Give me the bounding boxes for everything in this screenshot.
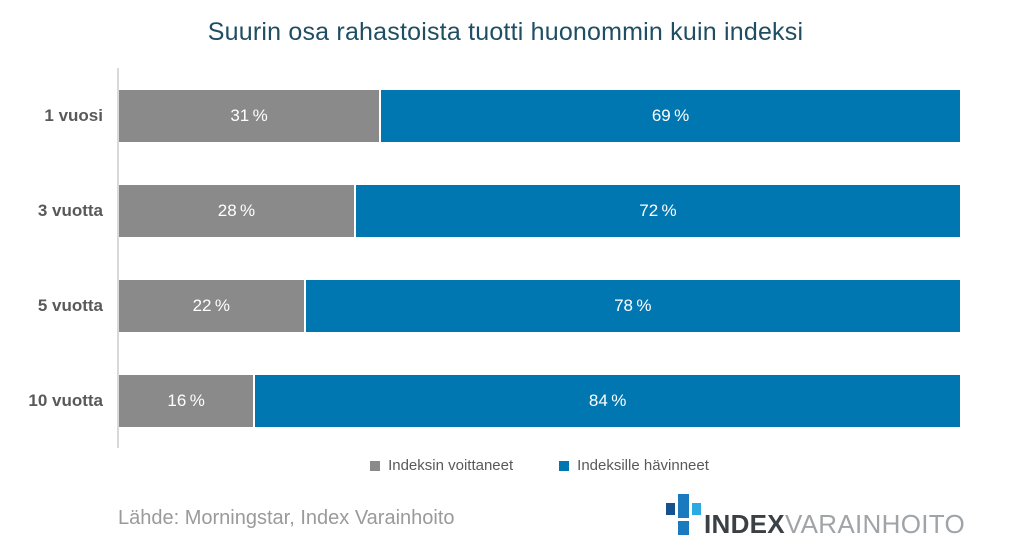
legend: Indeksin voittaneet Indeksille hävinneet <box>119 457 960 474</box>
logo-square-center <box>677 494 689 518</box>
legend-label: Indeksin voittaneet <box>388 457 514 474</box>
bar-track: 28 % 72 % <box>119 184 960 237</box>
segment-value-label: 22 % <box>192 295 230 315</box>
category-label: 5 vuotta <box>37 295 103 315</box>
bar-segment-winners: 16 % <box>119 374 254 427</box>
y-axis-line <box>117 68 119 448</box>
bar-segment-winners: 28 % <box>119 184 354 237</box>
logo-plus-icon <box>665 494 702 535</box>
bar-segment-winners: 22 % <box>119 279 304 332</box>
bar-row: 3 vuotta 28 % 72 % <box>0 184 960 237</box>
segment-value-label: 78 % <box>614 295 652 315</box>
bar-row: 1 vuosi 31 % 69 % <box>0 89 960 142</box>
logo-text-index: INDEX <box>703 508 785 539</box>
segment-value-label: 69 % <box>651 105 690 125</box>
legend-swatch-winners <box>370 460 381 471</box>
segment-value-label: 72 % <box>639 200 677 220</box>
bar-segment-losers: 78 % <box>305 279 960 332</box>
chart-title: Suurin osa rahastoista tuotti huonommin … <box>207 18 804 46</box>
bar-segment-losers: 84 % <box>255 374 960 427</box>
segment-value-label: 28 % <box>217 200 256 220</box>
bar-row: 10 vuotta 16 % 84 % <box>0 374 960 427</box>
bar-segment-winners: 31 % <box>119 89 380 142</box>
bar-row: 5 vuotta 22 % 78 % <box>0 279 960 332</box>
logo-square-left <box>665 503 675 515</box>
bar-track: 22 % 78 % <box>119 279 960 332</box>
segment-value-label: 31 % <box>230 105 268 125</box>
logo-wordmark: INDEXVARAINHOITO <box>704 511 965 537</box>
logo-square-bottom <box>677 521 689 535</box>
segment-value-label: 84 % <box>588 390 627 410</box>
index-varainhoito-logo: INDEXVARAINHOITO <box>665 494 965 537</box>
logo-text-varainhoito: VARAINHOITO <box>784 508 965 539</box>
category-label: 3 vuotta <box>37 200 103 220</box>
bar-track: 16 % 84 % <box>119 374 960 427</box>
bar-track: 31 % 69 % <box>119 89 960 142</box>
legend-item-winners: Indeksin voittaneet <box>370 457 513 474</box>
source-text: Lähde: Morningstar, Index Varainhoito <box>118 507 455 529</box>
legend-label: Indeksille hävinneet <box>577 457 709 474</box>
legend-swatch-losers <box>559 460 570 471</box>
category-label: 10 vuotta <box>28 390 103 410</box>
bar-segment-losers: 72 % <box>355 184 960 237</box>
bar-segment-losers: 69 % <box>381 89 960 142</box>
logo-square-right <box>691 503 701 515</box>
category-label: 1 vuosi <box>44 105 103 125</box>
segment-value-label: 16 % <box>167 390 205 410</box>
legend-item-losers: Indeksille hävinneet <box>559 457 709 474</box>
bar-chart: 1 vuosi 31 % 69 % 3 vuotta 28 % 72 % <box>0 68 960 448</box>
